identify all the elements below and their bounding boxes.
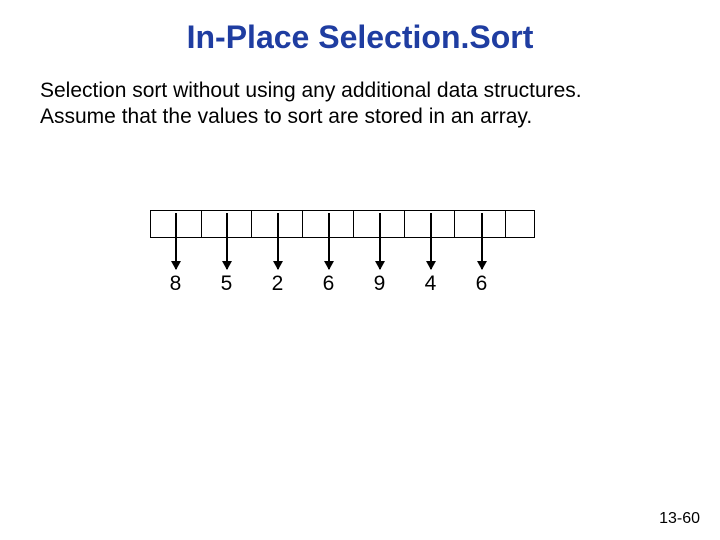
array-value: 5 [201,272,252,296]
array-value: 2 [252,272,303,296]
arrow-slot [456,213,507,255]
array-arrows-row [150,213,535,255]
slide-title: In-Place Selection.Sort [0,0,720,55]
arrow-slot [405,213,456,255]
arrow-slot [252,213,303,255]
arrow-slot [354,213,405,255]
down-arrow-icon [328,213,330,269]
down-arrow-icon [277,213,279,269]
down-arrow-icon [226,213,228,269]
down-arrow-icon [430,213,432,269]
down-arrow-icon [481,213,483,269]
down-arrow-icon [175,213,177,269]
down-arrow-icon [379,213,381,269]
slide-description: Selection sort without using any additio… [40,78,582,131]
array-value: 4 [405,272,456,296]
desc-line-2: Assume that the values to sort are store… [40,105,532,128]
array-values-row: 8526946 [150,272,535,296]
array-value: 8 [150,272,201,296]
desc-line-1: Selection sort without using any additio… [40,79,582,102]
array-value: 6 [456,272,507,296]
arrow-slot [201,213,252,255]
array-value: 6 [303,272,354,296]
arrow-slot [150,213,201,255]
array-diagram: 8526946 [150,210,535,304]
arrow-slot [303,213,354,255]
slide-number: 13-60 [659,510,700,528]
array-value: 9 [354,272,405,296]
